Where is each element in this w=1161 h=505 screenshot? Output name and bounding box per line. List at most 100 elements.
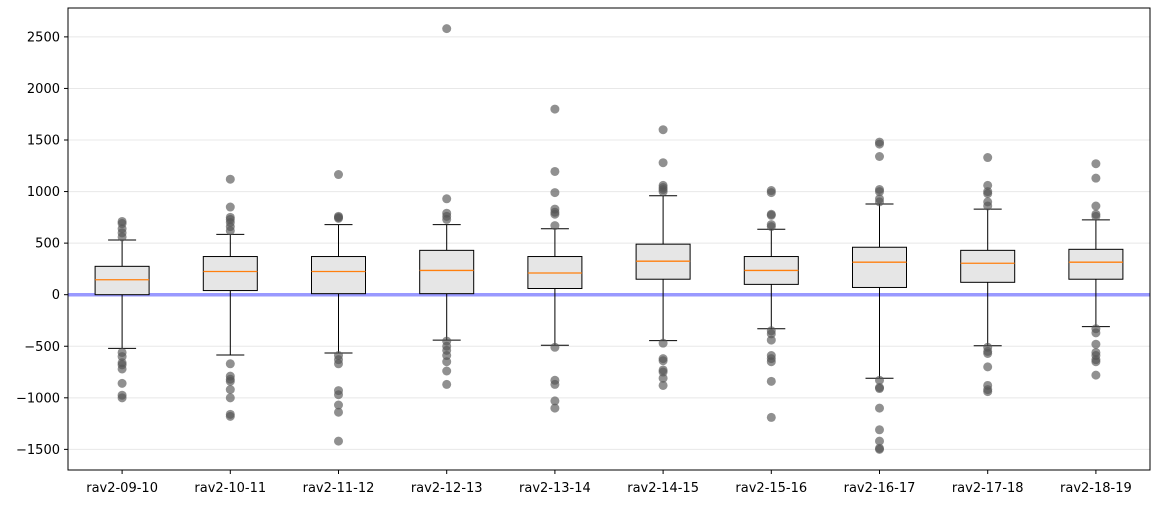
- box-rav2-12-13: [419, 24, 475, 389]
- outlier-point: [225, 411, 235, 421]
- x-tick-label: rav2-12-13: [411, 481, 483, 496]
- outlier-point: [875, 194, 884, 204]
- outlier-point: [225, 212, 235, 222]
- outlier-point: [550, 204, 560, 214]
- outlier-point: [334, 211, 343, 221]
- outlier-point: [550, 379, 560, 389]
- outlier-point: [442, 24, 452, 34]
- box-rav2-18-19: [1068, 159, 1124, 380]
- outlier-point: [766, 376, 776, 386]
- y-tick-label: 2000: [27, 82, 60, 97]
- outlier-point: [117, 393, 127, 403]
- outlier-point: [766, 357, 776, 367]
- outlier-point: [550, 403, 560, 413]
- x-tick-label: rav2-10-11: [194, 481, 266, 496]
- outlier-point: [983, 180, 993, 190]
- iqr-box: [960, 249, 1016, 283]
- x-tick-label: rav2-14-15: [627, 481, 699, 496]
- y-tick-label: −1500: [16, 443, 60, 458]
- box-rav2-10-11: [202, 174, 258, 421]
- outlier-point: [983, 197, 993, 207]
- outlier-point: [983, 153, 993, 163]
- outlier-point: [983, 362, 993, 372]
- y-tick-label: 2500: [27, 30, 60, 45]
- outlier-point: [550, 396, 560, 406]
- outlier-point: [766, 329, 776, 339]
- outlier-point: [658, 373, 668, 383]
- box-rav2-17-18: [960, 153, 1016, 397]
- iqr-box: [1068, 248, 1124, 280]
- box-plot-series: [94, 24, 1124, 454]
- outlier-point: [334, 170, 343, 180]
- box-rav2-16-17: [852, 137, 907, 454]
- outlier-point: [225, 376, 235, 386]
- outlier-point: [117, 378, 127, 388]
- outlier-point: [1091, 370, 1101, 380]
- outlier-point: [766, 186, 776, 196]
- outlier-point: [1091, 339, 1101, 349]
- x-axis: rav2-09-10 rav2-10-11 rav2-11-12 rav2-12-13…: [86, 470, 1132, 496]
- x-tick-label: rav2-11-12: [303, 481, 375, 496]
- outlier-point: [442, 366, 452, 376]
- iqr-box: [202, 256, 258, 292]
- outlier-point: [550, 342, 560, 352]
- outlier-point: [875, 403, 884, 413]
- outlier-point: [1091, 357, 1101, 367]
- outlier-point: [442, 379, 452, 389]
- outlier-point: [550, 221, 560, 231]
- x-tick-label: rav2-09-10: [86, 481, 158, 496]
- outlier-point: [117, 216, 127, 226]
- box-rav2-09-10: [94, 216, 150, 403]
- outlier-point: [983, 387, 993, 397]
- box-rav2-15-16: [743, 186, 799, 422]
- outlier-point: [875, 375, 884, 385]
- outlier-point: [658, 338, 668, 348]
- outlier-point: [658, 367, 668, 377]
- outlier-point: [334, 407, 343, 417]
- outlier-point: [766, 335, 776, 345]
- outlier-point: [766, 209, 776, 219]
- outlier-point: [1091, 328, 1101, 338]
- outlier-point: [550, 166, 560, 176]
- outlier-point: [658, 158, 668, 168]
- outlier-point: [225, 385, 235, 395]
- outlier-point: [334, 390, 343, 400]
- outlier-point: [766, 220, 776, 230]
- y-tick-label: −1000: [16, 391, 60, 406]
- y-axis: −1500 −1000 −500 0 500 1000 1500 2000 2500: [16, 30, 68, 458]
- outlier-point: [225, 174, 235, 184]
- box-rav2-14-15: [635, 125, 691, 390]
- outlier-point: [1091, 159, 1101, 169]
- outlier-point: [658, 180, 668, 190]
- outlier-point: [225, 393, 235, 403]
- outlier-point: [766, 412, 776, 422]
- outlier-point: [875, 152, 884, 161]
- box-rav2-11-12: [311, 170, 366, 446]
- y-tick-label: 0: [52, 288, 60, 303]
- outlier-point: [875, 425, 884, 435]
- iqr-box: [852, 246, 907, 288]
- x-tick-label: rav2-15-16: [735, 481, 807, 496]
- outlier-point: [658, 125, 668, 135]
- y-tick-label: 1500: [27, 134, 60, 149]
- outlier-point: [1091, 209, 1101, 219]
- x-tick-label: rav2-16-17: [844, 481, 916, 496]
- outlier-point: [658, 356, 668, 366]
- outlier-point: [875, 436, 884, 446]
- outlier-point: [983, 348, 993, 358]
- iqr-box: [94, 265, 150, 296]
- outlier-point: [875, 185, 884, 194]
- y-tick-label: 500: [35, 237, 60, 252]
- outlier-point: [334, 359, 343, 369]
- outlier-point: [117, 352, 127, 362]
- outlier-point: [983, 187, 993, 197]
- outlier-point: [550, 104, 560, 114]
- outlier-point: [875, 137, 884, 147]
- outlier-point: [442, 351, 452, 361]
- outlier-point: [550, 188, 560, 198]
- outlier-point: [875, 384, 884, 394]
- outlier-point: [442, 194, 452, 204]
- x-tick-label: rav2-13-14: [519, 481, 591, 496]
- outlier-point: [1091, 173, 1101, 183]
